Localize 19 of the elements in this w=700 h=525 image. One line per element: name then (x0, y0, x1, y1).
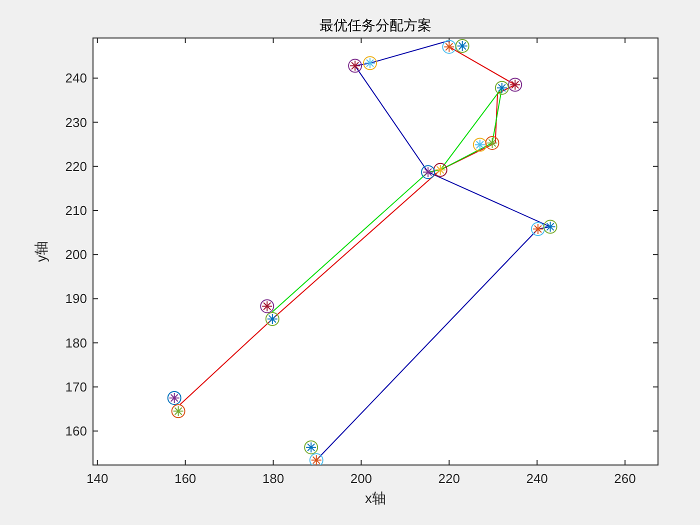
y-tick-label: 170 (65, 379, 87, 394)
x-axis-title: x轴 (365, 490, 386, 506)
y-tick-label: 230 (65, 114, 87, 130)
y-tick-label: 210 (65, 202, 87, 218)
x-tick-label: 240 (526, 471, 548, 486)
x-tick-label: 200 (350, 471, 372, 486)
chart-title: 最优任务分配方案 (320, 17, 432, 33)
y-tick-label: 190 (65, 291, 87, 306)
y-tick-label: 180 (65, 335, 87, 350)
y-axis-title: y轴 (33, 241, 49, 262)
y-tick-label: 160 (65, 424, 87, 439)
x-tick-label: 160 (174, 471, 196, 486)
y-tick-label: 220 (65, 158, 87, 174)
x-tick-label: 180 (262, 471, 284, 486)
x-tick-label: 140 (86, 471, 108, 486)
x-tick-label: 220 (438, 471, 460, 486)
y-tick-label: 200 (65, 247, 87, 262)
x-tick-label: 260 (614, 471, 636, 486)
y-tick-label: 240 (65, 70, 87, 86)
